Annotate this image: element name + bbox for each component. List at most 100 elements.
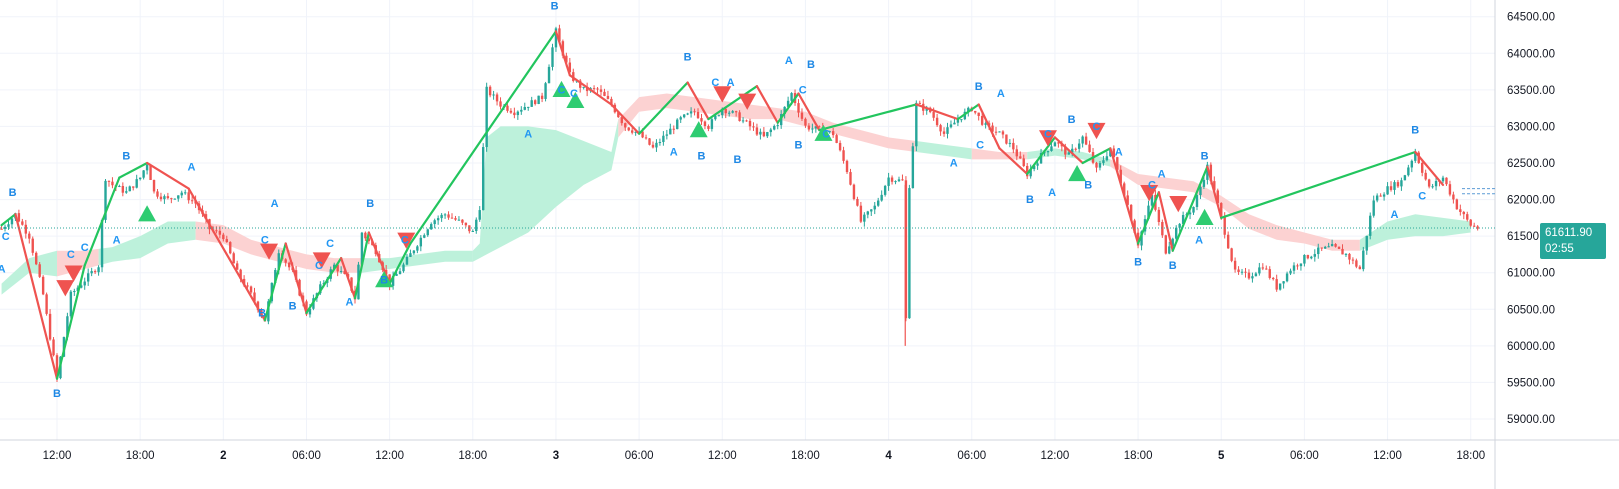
wave-label-b: B: [380, 275, 388, 287]
candle-body: [1001, 131, 1005, 135]
buy-triangle: [552, 80, 571, 98]
candle-body: [637, 131, 641, 133]
candle-body: [391, 275, 395, 286]
wave-label-c: C: [2, 231, 10, 243]
zigzag-segment: [1053, 136, 1084, 165]
candle-body: [443, 214, 447, 216]
candle-body: [177, 195, 180, 199]
candle-body: [852, 184, 856, 200]
candle-body: [1233, 260, 1237, 270]
candle-body: [533, 100, 537, 104]
candle-body: [461, 219, 464, 223]
candle-body: [468, 225, 471, 232]
candle-body: [676, 119, 679, 130]
zigzag-segment: [956, 103, 980, 121]
sell-triangle: [64, 265, 83, 282]
wave-label-b: B: [1201, 150, 1209, 162]
wave-label-a: A: [113, 234, 121, 246]
candle-body: [138, 177, 142, 180]
candle-body: [1213, 181, 1216, 191]
wave-label-a: A: [785, 55, 793, 67]
candle-body: [669, 128, 672, 135]
candle-body: [1407, 167, 1410, 176]
buy-triangle: [814, 124, 833, 141]
candle-body: [592, 88, 596, 90]
candle-body: [766, 132, 769, 137]
candles: [0, 24, 1479, 382]
candle-body: [554, 28, 558, 48]
candle-body: [284, 259, 287, 263]
candle-body: [246, 285, 249, 287]
candle-body: [1140, 231, 1143, 246]
candle-body: [651, 144, 655, 148]
candle-body: [93, 271, 97, 273]
candle-body: [956, 119, 960, 123]
x-tick-label: 12:00: [43, 450, 72, 462]
candle-body: [714, 115, 717, 120]
candle-body: [960, 119, 963, 121]
wave-label-c: C: [401, 234, 409, 246]
candle-body: [537, 95, 540, 104]
candle-body: [610, 98, 613, 105]
x-tick-label: 18:00: [791, 450, 820, 462]
candle-body: [52, 339, 55, 356]
candle-body: [880, 194, 883, 201]
x-tick-label: 12:00: [708, 450, 737, 462]
candle-body: [634, 131, 637, 133]
wave-label-b: B: [1084, 180, 1092, 192]
candle-body: [90, 271, 93, 274]
sell-triangle: [1087, 122, 1106, 140]
y-tick-label: 60500.00: [1507, 304, 1555, 316]
candle-body: [689, 111, 693, 114]
candle-body: [596, 88, 599, 90]
candle-body: [946, 127, 949, 134]
candle-body: [617, 112, 620, 118]
y-tick-label: 62500.00: [1507, 158, 1555, 170]
candle-body: [658, 142, 662, 144]
zigzag-segment: [340, 256, 357, 300]
candle-body: [1459, 209, 1462, 212]
candle-body: [180, 192, 183, 196]
candle-body: [513, 112, 516, 116]
candle-body: [73, 291, 76, 293]
candle-body: [419, 237, 423, 247]
candle-body: [842, 150, 845, 161]
candle-body: [1303, 254, 1306, 264]
candle-body: [1032, 165, 1036, 170]
candle-body: [1226, 234, 1230, 249]
candle-body: [724, 108, 727, 114]
candle-body: [911, 146, 915, 189]
candle-body: [1472, 225, 1476, 227]
sell-triangle: [312, 252, 331, 269]
candle-body: [218, 230, 222, 235]
candle-body: [769, 129, 772, 133]
wave-label-c: C: [570, 88, 578, 100]
candle-body: [1064, 146, 1067, 155]
candle-body: [1268, 269, 1271, 278]
candle-body: [890, 177, 894, 182]
candle-body: [561, 41, 565, 56]
y-tick-label: 60000.00: [1507, 341, 1555, 353]
candle-body: [648, 138, 651, 145]
candle-body: [388, 274, 391, 286]
candle-body: [1355, 260, 1358, 267]
candle-body: [1278, 283, 1282, 290]
sell-triangle: [1169, 196, 1188, 213]
candle-body: [1012, 142, 1015, 150]
candle-body: [1119, 169, 1122, 184]
candle-body: [360, 232, 364, 265]
candle-body: [579, 80, 582, 88]
candle-body: [499, 101, 502, 107]
candle-body: [523, 106, 526, 110]
candle-body: [1369, 215, 1372, 236]
candle-body: [481, 147, 485, 211]
candle-body: [1202, 179, 1206, 187]
zigzag-segment: [145, 161, 190, 190]
sell-triangle: [1140, 185, 1159, 202]
x-tick-label: 18:00: [1124, 450, 1153, 462]
candle-body: [28, 233, 31, 239]
wave-label-c: C: [1418, 191, 1426, 203]
wave-label-c: C: [67, 249, 75, 261]
candle-body: [682, 114, 686, 118]
